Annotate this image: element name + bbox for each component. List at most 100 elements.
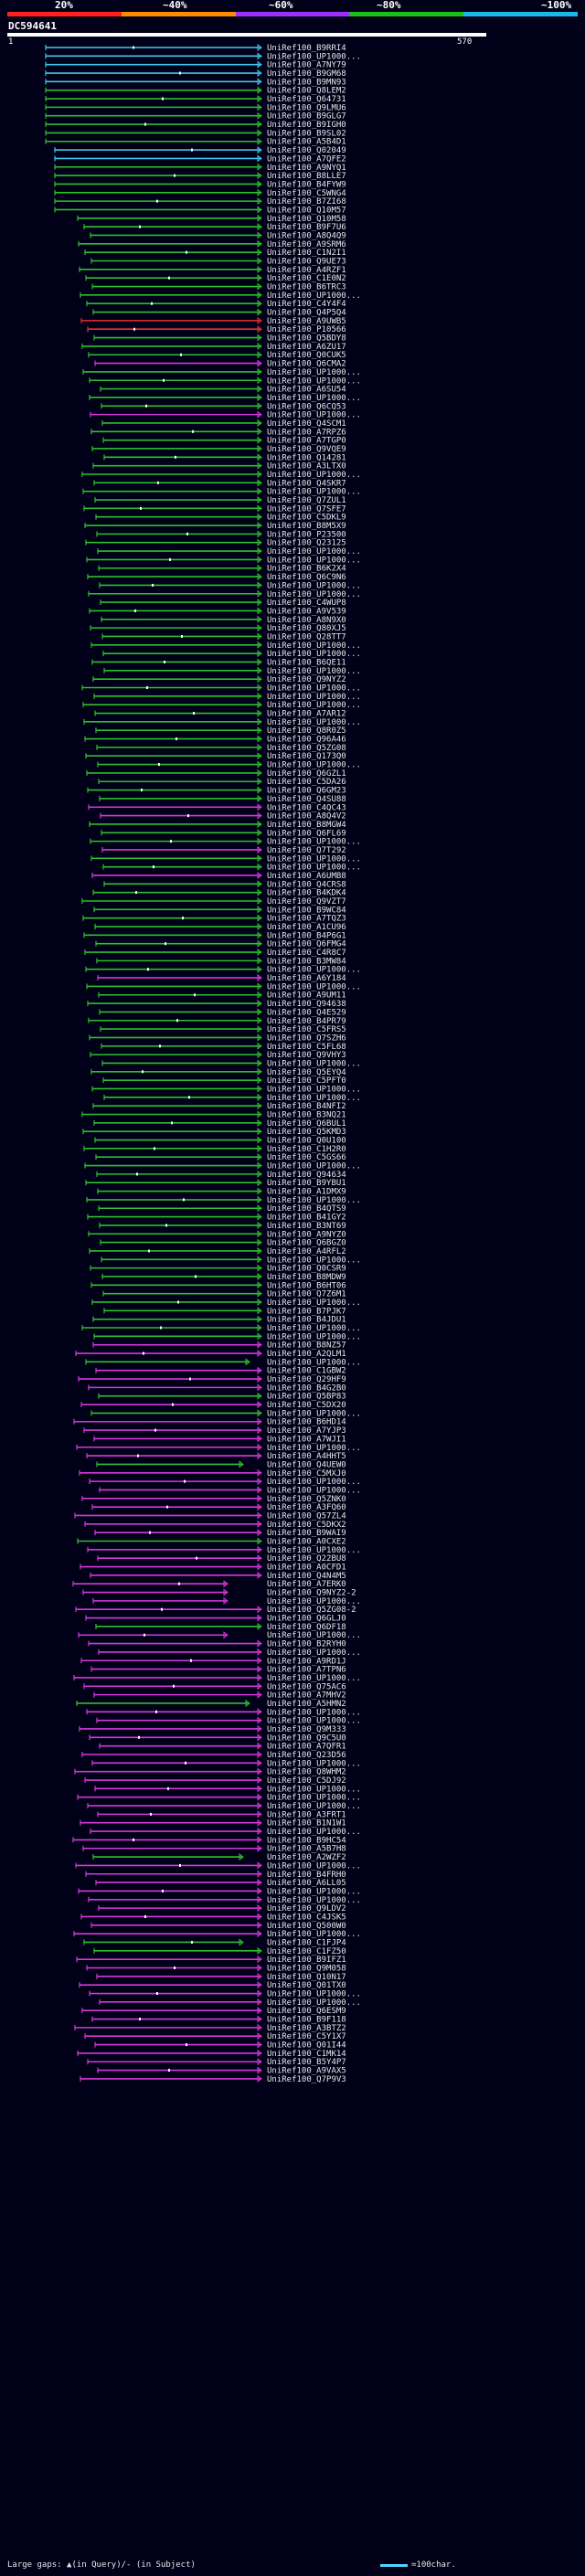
hit-label[interactable]: UniRef100_B5Y4P7 bbox=[267, 2058, 346, 2067]
hit-row[interactable]: UniRef100_A8N9X0 bbox=[101, 615, 346, 625]
hit-label[interactable]: UniRef100_Q6CQ53 bbox=[267, 402, 346, 411]
hit-label[interactable]: UniRef100_C1GBW2 bbox=[267, 1367, 346, 1376]
hit-label[interactable]: UniRef100_C5DKX2 bbox=[267, 1521, 346, 1530]
hit-row[interactable]: UniRef100_C5PFT0 bbox=[102, 1076, 346, 1086]
hit-row[interactable]: UniRef100_UP1000... bbox=[93, 692, 361, 702]
hit-row[interactable]: UniRef100_UP1000... bbox=[85, 1358, 361, 1367]
hit-label[interactable]: UniRef100_Q9VQE9 bbox=[267, 445, 346, 454]
hit-row[interactable]: UniRef100_Q94638 bbox=[87, 1000, 346, 1009]
hit-label[interactable]: UniRef100_B4NFI2 bbox=[267, 1102, 346, 1111]
hit-label[interactable]: UniRef100_Q6GM23 bbox=[267, 787, 346, 796]
hit-label[interactable]: UniRef100_Q5BDY8 bbox=[267, 334, 346, 344]
hit-label[interactable]: UniRef100_UP1000... bbox=[267, 1998, 361, 2008]
hit-row[interactable]: UniRef100_UP1000... bbox=[93, 1332, 361, 1341]
hit-row[interactable]: UniRef100_A7ERK0 bbox=[72, 1580, 346, 1589]
hit-label[interactable]: UniRef100_UP1000... bbox=[267, 864, 361, 873]
hit-row[interactable]: UniRef100_A9V539 bbox=[89, 607, 346, 616]
hit-label[interactable]: UniRef100_UP1000... bbox=[267, 1332, 361, 1341]
hit-label[interactable]: UniRef100_A4RZF1 bbox=[267, 266, 346, 275]
hit-label[interactable]: UniRef100_Q5BP83 bbox=[267, 1393, 346, 1402]
hit-label[interactable]: UniRef100_Q23D56 bbox=[267, 1751, 346, 1760]
hit-label[interactable]: UniRef100_C5FL68 bbox=[267, 1043, 346, 1052]
hit-label[interactable]: UniRef100_A5B7H8 bbox=[267, 1845, 346, 1854]
hit-label[interactable]: UniRef100_UP1000... bbox=[267, 1324, 361, 1333]
hit-label[interactable]: UniRef100_B9WC84 bbox=[267, 906, 346, 915]
hit-label[interactable]: UniRef100_C4Y4F4 bbox=[267, 300, 346, 309]
hit-label[interactable]: UniRef100_B8MGW4 bbox=[267, 821, 346, 830]
hit-label[interactable]: UniRef100_UP1000... bbox=[267, 1861, 361, 1871]
hit-row[interactable]: UniRef100_Q28TT7 bbox=[101, 632, 346, 641]
hit-row[interactable]: UniRef100_A6Y184 bbox=[97, 974, 346, 983]
hit-row[interactable]: UniRef100_Q6GM23 bbox=[87, 786, 346, 796]
hit-label[interactable]: UniRef100_UP1000... bbox=[267, 684, 361, 694]
hit-row[interactable]: UniRef100_Q5ZNK0 bbox=[81, 1494, 346, 1504]
hit-row[interactable]: UniRef100_B6HD14 bbox=[73, 1417, 346, 1427]
hit-row[interactable]: UniRef100_B3MW84 bbox=[96, 957, 346, 966]
hit-row[interactable]: UniRef100_A8Q4V2 bbox=[100, 811, 346, 822]
hit-label[interactable]: UniRef100_UP1000... bbox=[267, 1358, 361, 1367]
hit-row[interactable]: UniRef100_C1GBW2 bbox=[95, 1366, 346, 1376]
hit-row[interactable]: UniRef100_A8Q4Q9 bbox=[90, 231, 346, 240]
hit-label[interactable]: UniRef100_B7PJK7 bbox=[267, 1307, 346, 1316]
hit-label[interactable]: UniRef100_B4JDU1 bbox=[267, 1316, 346, 1325]
hit-row[interactable]: UniRef100_UP1000... bbox=[85, 965, 361, 975]
hit-label[interactable]: UniRef100_Q4SU88 bbox=[267, 795, 346, 804]
hit-label[interactable]: UniRef100_Q7P9V3 bbox=[267, 2075, 346, 2084]
hit-label[interactable]: UniRef100_B9SL02 bbox=[267, 129, 346, 138]
hit-row[interactable]: UniRef100_UP1000... bbox=[103, 666, 361, 676]
hit-label[interactable]: UniRef100_Q14281 bbox=[267, 453, 346, 462]
hit-label[interactable]: UniRef100_C5WNG4 bbox=[267, 189, 346, 198]
hit-row[interactable]: UniRef100_B8M5X9 bbox=[84, 522, 346, 531]
hit-row[interactable]: UniRef100_Q7T292 bbox=[101, 845, 346, 855]
hit-row[interactable]: UniRef100_A7NY79 bbox=[45, 60, 346, 70]
hit-row[interactable]: UniRef100_A9RD1J bbox=[80, 1657, 346, 1666]
hit-label[interactable]: UniRef100_Q6DF18 bbox=[267, 1623, 346, 1632]
hit-label[interactable]: UniRef100_UP1000... bbox=[267, 488, 361, 497]
hit-row[interactable]: UniRef100_B9WAI9 bbox=[94, 1529, 346, 1538]
hit-label[interactable]: UniRef100_UP1000... bbox=[267, 1717, 361, 1726]
hit-label[interactable]: UniRef100_Q4P5Q4 bbox=[267, 309, 346, 318]
hit-label[interactable]: UniRef100_UP1000... bbox=[267, 854, 361, 864]
hit-label[interactable]: UniRef100_UP1000... bbox=[267, 1256, 361, 1265]
hit-row[interactable]: UniRef100_Q57ZL4 bbox=[74, 1511, 346, 1521]
hit-label[interactable]: UniRef100_UP1000... bbox=[267, 667, 361, 676]
hit-label[interactable]: UniRef100_A3FRT1 bbox=[267, 1810, 346, 1819]
hit-row[interactable]: UniRef100_UP1000... bbox=[83, 717, 361, 727]
hit-row[interactable]: UniRef100_UP1000... bbox=[97, 760, 361, 770]
hit-label[interactable]: UniRef100_A0CFD1 bbox=[267, 1564, 346, 1573]
hit-row[interactable]: UniRef100_Q23D56 bbox=[81, 1751, 346, 1760]
hit-label[interactable]: UniRef100_B4FYW9 bbox=[267, 180, 346, 189]
hit-label[interactable]: UniRef100_B9IGH0 bbox=[267, 121, 346, 130]
hit-label[interactable]: UniRef100_UP1000... bbox=[267, 590, 361, 599]
hit-row[interactable]: UniRef100_UP1000... bbox=[99, 1998, 361, 2008]
hit-row[interactable]: UniRef100_B8LLE7 bbox=[54, 172, 346, 181]
hit-row[interactable]: UniRef100_UP1000... bbox=[84, 1161, 361, 1171]
hit-label[interactable]: UniRef100_A7RPZ6 bbox=[267, 428, 346, 437]
hit-row[interactable]: UniRef100_Q6BUL1 bbox=[93, 1118, 346, 1129]
hit-label[interactable]: UniRef100_A8N9X0 bbox=[267, 616, 346, 625]
hit-label[interactable]: UniRef100_Q80XJ5 bbox=[267, 624, 346, 633]
hit-label[interactable]: UniRef100_UP1000... bbox=[267, 1631, 361, 1640]
hit-row[interactable]: UniRef100_Q7ZUL1 bbox=[94, 496, 346, 505]
hit-label[interactable]: UniRef100_A6LL05 bbox=[267, 1879, 346, 1888]
hit-row[interactable]: UniRef100_Q64731 bbox=[45, 95, 346, 104]
hit-row[interactable]: UniRef100_Q4E529 bbox=[99, 1008, 346, 1017]
hit-row[interactable]: UniRef100_C4WUP8 bbox=[100, 599, 346, 608]
hit-row[interactable]: UniRef100_A5B4D1 bbox=[45, 137, 346, 147]
hit-row[interactable]: UniRef100_Q7Z6M1 bbox=[102, 1289, 346, 1299]
hit-row[interactable]: UniRef100_B9IFZ1 bbox=[76, 1956, 346, 1965]
hit-row[interactable]: UniRef100_A7YJP3 bbox=[83, 1426, 346, 1436]
hit-label[interactable]: UniRef100_A6ZU17 bbox=[267, 343, 346, 352]
hit-row[interactable]: UniRef100_B1N1W1 bbox=[80, 1818, 346, 1829]
hit-row[interactable]: UniRef100_C1FJP4 bbox=[83, 1938, 346, 1947]
hit-row[interactable]: UniRef100_UP1000... bbox=[102, 650, 361, 659]
hit-label[interactable]: UniRef100_Q01TX0 bbox=[267, 1981, 346, 1990]
hit-label[interactable]: UniRef100_B41GY2 bbox=[267, 1214, 346, 1223]
hit-label[interactable]: UniRef100_C5DJ92 bbox=[267, 1776, 346, 1786]
hit-row[interactable]: UniRef100_B8NZ57 bbox=[92, 1341, 346, 1351]
hit-label[interactable]: UniRef100_A4RFL2 bbox=[267, 1247, 346, 1256]
hit-row[interactable]: UniRef100_UP1000... bbox=[91, 1759, 361, 1768]
hit-label[interactable]: UniRef100_A7TPN6 bbox=[267, 1666, 346, 1675]
hit-label[interactable]: UniRef100_Q94638 bbox=[267, 1000, 346, 1009]
hit-label[interactable]: UniRef100_Q9NYZ2-2 bbox=[267, 1589, 356, 1598]
